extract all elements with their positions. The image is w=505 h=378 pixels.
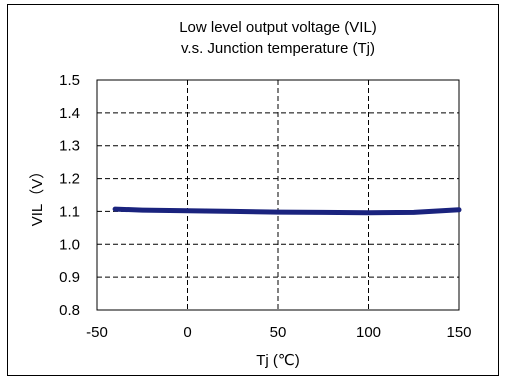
- x-tick-label: 150: [446, 324, 471, 341]
- x-tick-label: 50: [270, 324, 287, 341]
- y-axis-label: VIL（V）: [29, 164, 46, 227]
- chart-title-line-2: v.s. Junction temperature (Tj): [181, 40, 375, 57]
- x-axis-label: Tj (℃): [256, 352, 300, 369]
- y-tick-labels: 0.8 0.9 1.0 1.1 1.2 1.3 1.4 1.5: [59, 72, 80, 319]
- y-tick-label: 0.9: [59, 269, 80, 286]
- series-layer: [112, 206, 462, 216]
- grid: [97, 80, 459, 310]
- x-tick-label: 0: [183, 324, 191, 341]
- y-tick-label: 1.3: [59, 138, 80, 155]
- y-tick-label: 1.1: [59, 203, 80, 220]
- chart-frame: [7, 4, 499, 376]
- series-line: [112, 206, 462, 216]
- y-tick-label: 1.0: [59, 236, 80, 253]
- y-tick-label: 1.5: [59, 72, 80, 89]
- y-tick-label: 1.4: [59, 105, 80, 122]
- chart-title-line-1: Low level output voltage (VIL): [179, 19, 377, 36]
- y-tick-label: 0.8: [59, 302, 80, 319]
- x-tick-labels: -50 0 50 100 150: [86, 324, 471, 341]
- y-tick-label: 1.2: [59, 171, 80, 188]
- x-tick-label: 100: [356, 324, 381, 341]
- x-tick-label: -50: [86, 324, 108, 341]
